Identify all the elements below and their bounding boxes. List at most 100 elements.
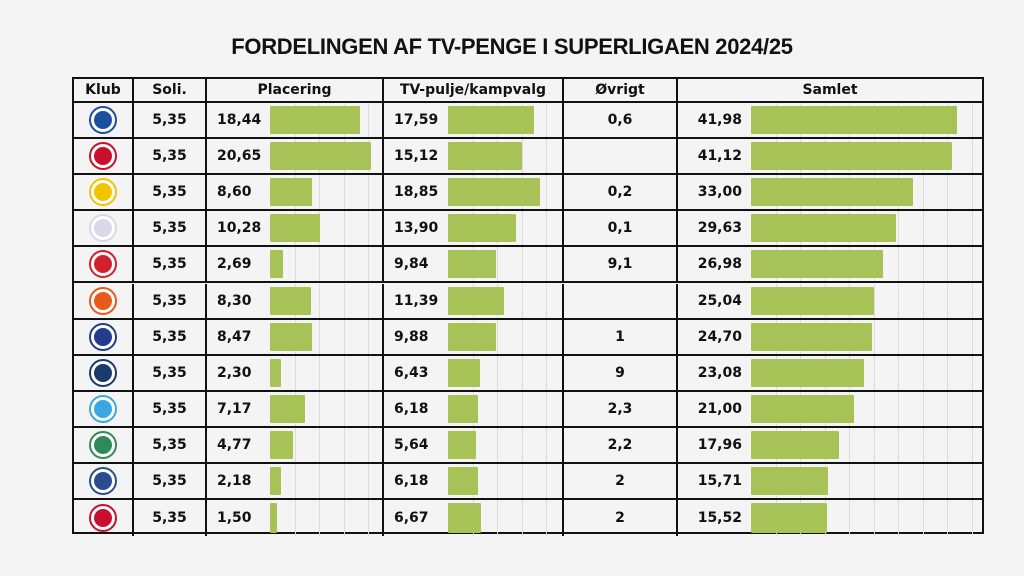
gridline: [497, 247, 498, 282]
gridline: [971, 139, 973, 174]
gridline: [294, 247, 296, 282]
club-logo-cell: FC København: [74, 103, 134, 138]
gridline: [368, 500, 369, 537]
gridline: [546, 175, 547, 210]
gridline: [947, 319, 948, 354]
header-samlet: Samlet: [802, 82, 858, 98]
ovrigt-value: 2,3: [564, 391, 678, 426]
gridline: [521, 355, 523, 390]
gridline: [497, 355, 498, 390]
placering-cell: 8,30: [207, 283, 384, 318]
gridline: [343, 247, 345, 282]
soli-value: 5,35: [134, 103, 207, 138]
gridline: [546, 139, 547, 174]
gridline: [873, 283, 875, 318]
table-row: FC Midtjylland 5,35 20,65 15,12 41,12: [74, 139, 982, 176]
samlet-cell: 23,08: [678, 355, 982, 390]
gridline: [368, 211, 369, 246]
placering-value: 4,77: [217, 436, 252, 453]
gridline: [319, 247, 320, 282]
placering-bar: [270, 503, 278, 534]
gridline: [971, 355, 973, 390]
samlet-bar: [751, 286, 874, 315]
gridline: [922, 427, 924, 462]
gridline: [546, 103, 547, 138]
tv-value: 5,64: [394, 436, 429, 453]
table-row: Vejle BK 5,35 1,50 6,67 2 15,52: [74, 500, 982, 537]
table-row: Sønderjyske 5,35 2,18 6,18 2 15,71: [74, 464, 982, 501]
gridline: [898, 211, 899, 246]
samlet-value: 23,08: [697, 364, 742, 381]
tv-bar: [448, 250, 497, 279]
club-logo-icon: Vejle BK: [89, 504, 117, 533]
tv-cell: 15,12: [384, 139, 564, 174]
gridline: [319, 283, 320, 318]
tv-value: 6,43: [394, 364, 429, 381]
gridline: [947, 464, 948, 499]
tv-bar: [448, 358, 480, 387]
gridline: [873, 464, 875, 499]
gridline: [873, 391, 875, 426]
gridline: [947, 247, 948, 282]
table-row: FC København 5,35 18,44 17,59 0,6 41,98: [74, 103, 982, 140]
placering-bar: [270, 430, 294, 459]
placering-bar: [270, 358, 282, 387]
placering-cell: 8,60: [207, 175, 384, 210]
gridline: [922, 283, 924, 318]
tv-value: 11,39: [394, 292, 439, 309]
tv-value: 6,18: [394, 400, 429, 417]
gridline: [971, 427, 973, 462]
gridline: [546, 211, 547, 246]
gridline: [922, 247, 924, 282]
gridline: [368, 464, 369, 499]
gridline: [922, 211, 924, 246]
placering-cell: 1,50: [207, 500, 384, 537]
gridline: [497, 319, 498, 354]
samlet-value: 41,12: [697, 148, 742, 165]
placering-cell: 18,44: [207, 103, 384, 138]
club-logo-icon: Randers FC: [89, 322, 117, 351]
samlet-value: 17,96: [697, 436, 742, 453]
placering-cell: 4,77: [207, 427, 384, 462]
gridline: [521, 500, 523, 537]
tv-cell: 5,64: [384, 427, 564, 462]
placering-value: 8,30: [217, 292, 252, 309]
club-logo-cell: AaB: [74, 247, 134, 282]
samlet-cell: 24,70: [678, 319, 982, 354]
soli-value: 5,35: [134, 391, 207, 426]
gridline: [319, 464, 320, 499]
gridline: [873, 500, 875, 537]
gridline: [873, 427, 875, 462]
club-logo-icon: Silkeborg IF: [89, 394, 117, 423]
tv-value: 9,88: [394, 328, 429, 345]
tv-bar: [448, 286, 504, 315]
ovrigt-value: 0,6: [564, 103, 678, 138]
gridline: [898, 319, 899, 354]
tv-bar: [448, 430, 476, 459]
header-soli: Soli.: [134, 79, 207, 101]
placering-bar: [270, 394, 306, 423]
gridline: [294, 355, 296, 390]
gridline: [922, 500, 924, 537]
soli-value: 5,35: [134, 427, 207, 462]
gridline: [849, 464, 850, 499]
tv-bar: [448, 142, 523, 171]
tv-money-table: Klub Soli. Placering TV-pulje/kampvalg Ø…: [72, 77, 984, 537]
samlet-value: 25,04: [697, 292, 742, 309]
gridline: [971, 211, 973, 246]
gridline: [898, 247, 899, 282]
table-row: AaB 5,35 2,69 9,84 9,1 26,98: [74, 247, 982, 284]
tv-bar: [448, 178, 541, 207]
tv-value: 13,90: [394, 220, 439, 237]
table-row: Brøndby IF 5,35 8,60 18,85 0,2 33,00: [74, 175, 982, 212]
gridline: [294, 427, 296, 462]
samlet-cell: 25,04: [678, 283, 982, 318]
ovrigt-value: 9: [564, 355, 678, 390]
gridline: [546, 319, 547, 354]
gridline: [521, 427, 523, 462]
gridline: [898, 427, 899, 462]
gridline: [546, 283, 547, 318]
samlet-bar: [751, 322, 873, 351]
club-logo-icon: AGF: [89, 214, 117, 243]
gridline: [898, 283, 899, 318]
